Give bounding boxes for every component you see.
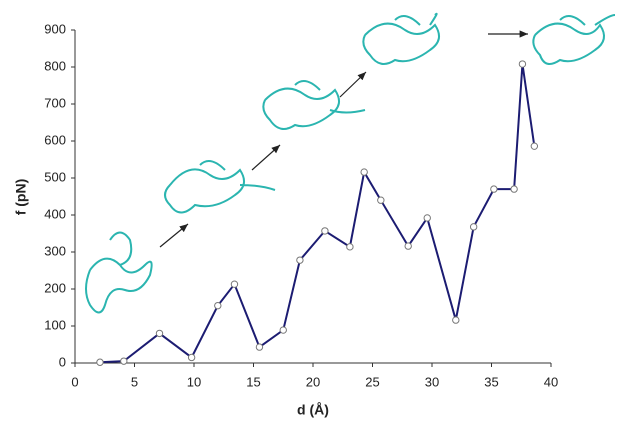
protein: [533, 15, 615, 64]
data-point: [188, 354, 194, 360]
data-point: [405, 243, 411, 249]
data-point: [491, 186, 497, 192]
data-point: [297, 257, 303, 263]
y-tick-label: 900: [44, 21, 66, 36]
data-point: [361, 169, 367, 175]
x-tick-label: 10: [187, 374, 201, 389]
data-point: [378, 197, 384, 203]
data-point: [511, 186, 517, 192]
data-line: [100, 64, 534, 362]
y-tick-label: 400: [44, 206, 66, 221]
arrow: [160, 224, 188, 247]
x-tick-label: 30: [425, 374, 439, 389]
data-point: [519, 61, 525, 67]
protein-illustrations: [86, 14, 615, 313]
data-point: [215, 302, 221, 308]
data-point: [424, 215, 430, 221]
x-tick-label: 25: [365, 374, 379, 389]
x-tick-label: 40: [544, 374, 558, 389]
x-tick-label: 20: [306, 374, 320, 389]
data-point: [97, 359, 103, 365]
protein: [86, 233, 152, 313]
x-tick-label: 0: [71, 374, 78, 389]
y-axis-title: f (pN): [13, 179, 29, 216]
y-tick-label: 600: [44, 132, 66, 147]
data-point: [256, 344, 262, 350]
protein: [363, 14, 439, 64]
data-point: [156, 330, 162, 336]
x-axis-title: d (Å): [297, 402, 329, 418]
data-point: [322, 228, 328, 234]
y-tick-label: 200: [44, 280, 66, 295]
x-tick-label: 5: [131, 374, 138, 389]
chart: d (Å) f (pN) 010020030040050060070080090…: [0, 0, 640, 423]
data-point: [470, 224, 476, 230]
y-tick-label: 0: [59, 354, 66, 369]
y-tick-label: 300: [44, 243, 66, 258]
y-tick-label: 700: [44, 95, 66, 110]
data-point: [347, 244, 353, 250]
y-tick-label: 100: [44, 317, 66, 332]
x-tick-label: 35: [484, 374, 498, 389]
y-tick-label: 800: [44, 58, 66, 73]
x-tick-label: 15: [246, 374, 260, 389]
data-point: [453, 317, 459, 323]
y-tick-label: 500: [44, 169, 66, 184]
data-point: [231, 281, 237, 287]
arrow: [340, 72, 366, 97]
protein: [165, 161, 275, 213]
data-point: [121, 358, 127, 364]
data-point: [531, 143, 537, 149]
data-point: [280, 327, 286, 333]
arrow: [252, 145, 280, 170]
